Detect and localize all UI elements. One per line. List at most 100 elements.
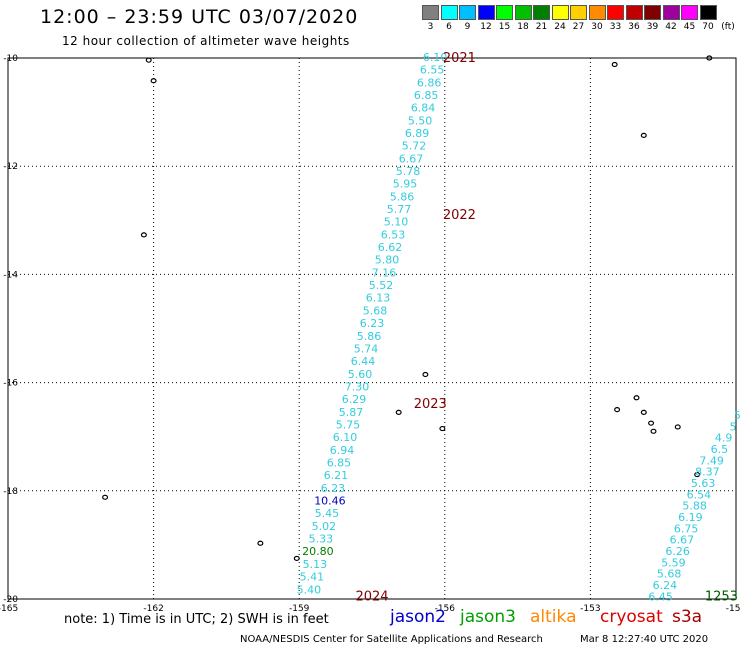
island	[395, 409, 402, 415]
island	[674, 424, 681, 430]
swh-value: 6.13	[366, 292, 391, 305]
swh-value: 5.80	[375, 254, 400, 267]
lat-tick-label: -20	[3, 595, 18, 605]
swh-value: 6.55	[420, 64, 445, 77]
legend-swatch	[644, 5, 661, 20]
swh-value: 6.84	[411, 102, 436, 115]
lat-tick-label: -18	[3, 487, 18, 497]
swh-value: 5.02	[312, 520, 337, 533]
island	[422, 371, 429, 378]
swh-value: 5.74	[354, 342, 379, 355]
swh-value: 5.45	[315, 507, 340, 520]
track-time-label: 1253	[705, 589, 738, 604]
legend-swatch	[533, 5, 550, 20]
swh-value: 6.89	[405, 127, 430, 140]
swh-value: 5.52	[369, 279, 394, 292]
island	[145, 57, 152, 63]
swh-value: 5.33	[309, 533, 334, 546]
track-time-label: 2021	[443, 51, 476, 66]
legend-label: 12	[480, 22, 492, 32]
legend-swatch	[551, 5, 569, 20]
legend-label: 18	[517, 22, 529, 32]
swh-value: 6.19	[678, 511, 703, 524]
swh-value: 6.23	[360, 317, 385, 330]
swh-value: 7.49	[699, 454, 724, 467]
legend-swatch	[681, 5, 698, 20]
map-subtitle: 12 hour collection of altimeter wave hei…	[62, 34, 350, 48]
map-title: 12:00 – 23:59 UTC 03/07/2020	[40, 6, 359, 28]
swh-value: 6.44	[351, 355, 376, 368]
swh-value: 5.60	[348, 368, 373, 381]
island	[611, 61, 618, 68]
legend-label: 15	[498, 22, 511, 32]
satellite-s3a: s3a	[672, 607, 703, 627]
track-time-label: 2024	[355, 589, 388, 604]
swh-value: 7.30	[345, 380, 370, 393]
satellite-altika: altika	[530, 607, 577, 627]
swh-value: 4.9	[715, 432, 733, 445]
legend-label: 33	[609, 22, 622, 32]
swh-value: 5.77	[387, 203, 412, 216]
track-time-label: 2023	[414, 397, 447, 412]
lat-tick-label: -12	[3, 162, 18, 172]
swh-value: 6.53	[381, 228, 406, 241]
legend-swatch	[422, 5, 439, 20]
legend-unit: (ft)	[721, 22, 735, 32]
swh-value: 5.59	[661, 556, 686, 569]
island	[648, 420, 655, 426]
swh-value: 5	[730, 420, 737, 433]
swh-value: 5.50	[408, 114, 433, 127]
island	[706, 55, 713, 61]
satellite-cryosat: cryosat	[600, 607, 663, 627]
swh-value: 10.46	[314, 495, 346, 508]
swh-value: 6.21	[324, 469, 349, 482]
swh-value: 6.29	[342, 393, 367, 406]
swh-value: 5.41	[300, 571, 325, 584]
satellite-jason3: jason3	[460, 607, 516, 627]
satellite-jason2: jason2	[390, 607, 446, 627]
swh-value: 6.10	[333, 431, 358, 444]
swh-value: 5.10	[384, 216, 409, 229]
map-frame	[7, 57, 737, 600]
swh-value: 5.72	[402, 140, 427, 153]
legend-swatch	[459, 5, 476, 20]
swh-value: 6.26	[665, 545, 690, 558]
legend-label: 45	[683, 22, 696, 32]
legend-label: 9	[464, 22, 471, 32]
swh-value: 6.54	[687, 488, 712, 501]
island	[257, 540, 264, 546]
swh-value: 20.80	[302, 545, 334, 558]
legend-swatch	[440, 5, 458, 20]
legend-swatch	[514, 5, 532, 20]
island	[150, 78, 157, 84]
island	[640, 409, 647, 415]
generation-timestamp: Mar 8 12:27:40 UTC 2020	[580, 634, 709, 645]
legend-swatch	[699, 5, 717, 20]
legend-label: 24	[554, 22, 566, 32]
lon-tick-label: -150	[726, 604, 740, 614]
swh-value: 5.78	[396, 165, 421, 178]
lat-tick-label: -10	[3, 54, 18, 64]
swh-value: 6.85	[414, 89, 439, 102]
swh-value: 5.86	[390, 190, 415, 203]
swh-value: 6.67	[670, 534, 695, 547]
island	[694, 471, 701, 478]
legend-label: 36	[628, 22, 640, 32]
island	[633, 395, 640, 401]
island	[614, 407, 621, 413]
swh-value: 5.63	[691, 477, 716, 490]
island	[293, 555, 300, 562]
island	[650, 428, 657, 434]
swh-value: 5.68	[657, 568, 682, 581]
lon-tick-label: -162	[143, 604, 163, 614]
lon-tick-label: -165	[0, 604, 18, 614]
swh-value: 5.88	[682, 500, 707, 513]
legend-swatch	[625, 5, 643, 20]
swh-value: 6.75	[674, 522, 699, 535]
island	[439, 425, 446, 432]
legend-label: 21	[535, 22, 548, 32]
swh-value: 5	[734, 409, 740, 422]
swh-value: 5.75	[336, 418, 361, 431]
footer-note: note: 1) Time is in UTC; 2) SWH is in fe…	[64, 612, 329, 627]
